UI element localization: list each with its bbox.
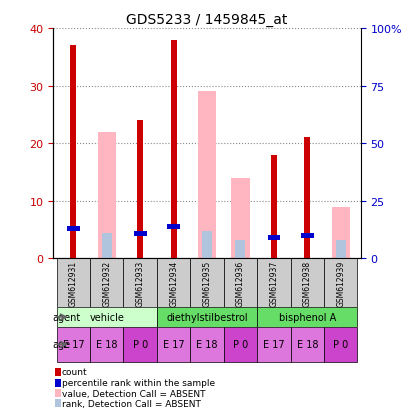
Bar [55,399,61,407]
Bar [90,327,123,362]
Bar [97,133,116,259]
Bar [190,327,223,362]
Bar [157,327,190,362]
Bar [235,240,245,259]
Bar [56,327,90,362]
Bar [290,259,323,307]
Text: P 0: P 0 [132,339,148,349]
Bar [123,259,157,307]
Text: E 18: E 18 [96,339,117,349]
Bar [323,259,357,307]
Text: GSM612933: GSM612933 [135,260,144,306]
Bar [190,259,223,307]
Bar [56,307,157,327]
Text: GSM612936: GSM612936 [236,260,244,306]
Bar [267,235,280,241]
Text: count: count [61,368,87,377]
Bar [137,121,143,259]
Text: GSM612932: GSM612932 [102,260,111,306]
Text: P 0: P 0 [232,339,247,349]
Bar [231,178,249,259]
Text: GSM612931: GSM612931 [69,260,78,306]
Text: age: age [52,339,71,349]
Bar [223,259,256,307]
Bar [202,231,211,259]
Bar [300,233,313,238]
Bar [323,327,357,362]
Text: E 18: E 18 [196,339,217,349]
Bar [223,327,256,362]
Bar [290,327,323,362]
Title: GDS5233 / 1459845_at: GDS5233 / 1459845_at [126,12,287,26]
Text: vehicle: vehicle [89,312,124,322]
Bar [256,259,290,307]
Text: P 0: P 0 [332,339,348,349]
Bar [331,207,349,259]
Text: diethylstilbestrol: diethylstilbestrol [166,312,247,322]
Text: GSM612935: GSM612935 [202,260,211,306]
Text: percentile rank within the sample: percentile rank within the sample [61,378,214,387]
Text: value, Detection Call = ABSENT: value, Detection Call = ABSENT [61,389,204,398]
Bar [55,379,61,387]
Bar [70,46,76,259]
Bar [123,327,157,362]
Bar [198,92,216,259]
Bar [90,259,123,307]
Bar [55,389,61,397]
Bar [167,224,180,229]
Bar [55,368,61,376]
Bar [335,240,345,259]
Text: rank, Detection Call = ABSENT: rank, Detection Call = ABSENT [61,399,200,408]
Bar [133,231,146,236]
Bar [270,155,276,259]
Text: E 17: E 17 [63,339,84,349]
Bar [170,40,176,259]
Text: E 18: E 18 [296,339,317,349]
Text: GSM612934: GSM612934 [169,260,178,306]
Text: GSM612937: GSM612937 [269,260,278,306]
Text: E 17: E 17 [263,339,284,349]
Bar [303,138,310,259]
Text: GSM612939: GSM612939 [335,260,344,306]
Bar [157,259,190,307]
Text: bisphenol A: bisphenol A [278,312,335,322]
Bar [157,307,256,327]
Bar [56,259,90,307]
Bar [67,226,79,232]
Bar [256,307,357,327]
Bar [256,327,290,362]
Text: agent: agent [52,312,81,322]
Text: GSM612938: GSM612938 [302,260,311,306]
Bar [101,233,112,259]
Text: E 17: E 17 [162,339,184,349]
